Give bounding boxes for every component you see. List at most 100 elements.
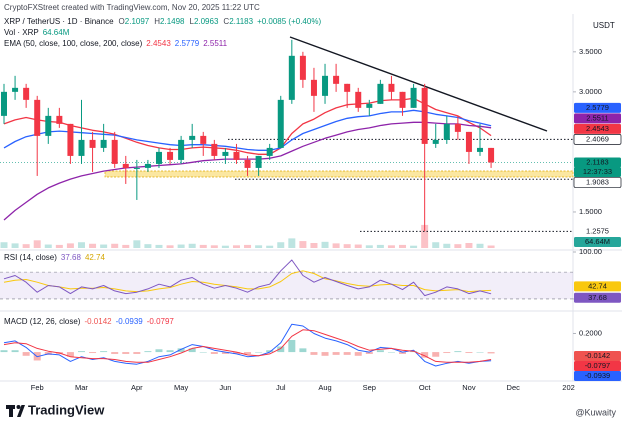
candle-body <box>377 83 384 104</box>
candle-body <box>56 115 63 124</box>
y-tick-label: 3.5000 <box>579 47 602 56</box>
candle-body <box>89 139 96 148</box>
volume-bar <box>210 245 218 248</box>
macd-histogram-bar <box>277 346 285 353</box>
countdown-tag-bg <box>574 166 621 177</box>
candle-body <box>266 147 273 156</box>
volume-bar <box>221 245 229 248</box>
candle-body <box>432 139 439 144</box>
rsi-band <box>0 272 573 299</box>
legend-text: MACD (12, 26, close) <box>4 317 81 326</box>
legend-value: -0.0142 <box>84 317 112 326</box>
legend-text: Vol · XRP <box>4 28 39 37</box>
volume-bar <box>465 243 473 248</box>
volume-bar <box>321 241 329 248</box>
candle-body <box>366 103 373 108</box>
macd-histogram-bar <box>155 349 163 353</box>
price-tag-bg <box>574 102 621 113</box>
x-tick-label: Apr <box>131 383 143 392</box>
candle-body <box>133 167 140 169</box>
y-tick-label: 1.5000 <box>579 207 602 216</box>
macd-histogram-bar <box>255 352 263 353</box>
volume-bar <box>266 245 274 248</box>
macd-histogram-bar <box>399 352 407 354</box>
macd-histogram-bar <box>299 348 307 353</box>
candle-body <box>310 79 317 96</box>
volume-bar <box>421 224 429 248</box>
macd-histogram-bar <box>354 352 362 356</box>
macd-tag-bg <box>574 351 621 361</box>
x-tick-label: Aug <box>318 383 331 392</box>
candle-body <box>122 163 129 168</box>
volume-bar <box>166 245 174 248</box>
macd-histogram-bar <box>66 352 74 357</box>
rsi-line: RSI (14, close) 37.68 42.74 <box>4 253 106 262</box>
price-tag-bg <box>574 123 621 134</box>
x-tick-label: Jul <box>276 383 286 392</box>
volume-bar <box>277 242 285 248</box>
volume-bar <box>22 244 30 248</box>
brand: TradingView <box>28 402 105 417</box>
rsi-tick-label: 100.00 <box>579 247 602 256</box>
macd-histogram-bar <box>89 352 97 354</box>
legend-value: 2.1097 <box>125 17 150 26</box>
x-tick-label: Feb <box>31 383 44 392</box>
x-tick-label: Jun <box>219 383 231 392</box>
macd-histogram-bar <box>166 350 174 353</box>
volume-bar <box>343 244 351 248</box>
legend-value: -0.0939 <box>116 317 144 326</box>
candle-body <box>222 151 229 156</box>
support-zone <box>104 170 574 178</box>
legend-value: 64.64M <box>43 28 70 37</box>
candle-body <box>45 115 52 136</box>
legend-value: -0.0797 <box>147 317 175 326</box>
ema-line <box>3 109 492 151</box>
legend-value: 37.68 <box>61 253 82 262</box>
price-tag: 1.9083 <box>586 177 609 186</box>
countdown-tag: 12:37:33 <box>583 167 612 176</box>
macd-histogram-bar <box>432 352 440 357</box>
candle-body <box>233 151 240 160</box>
x-tick-label: Dec <box>507 383 521 392</box>
x-tick-label: 202 <box>562 383 575 392</box>
volume-bar <box>244 244 252 248</box>
volume-bar <box>376 244 384 248</box>
candle-body <box>322 75 329 96</box>
y-tick-label: 3.0000 <box>579 87 602 96</box>
macd-histogram-bar <box>122 352 130 354</box>
macd-tag: -0.0939 <box>585 371 610 380</box>
volume-bar <box>454 244 462 248</box>
candle-body <box>388 83 395 92</box>
candle-body <box>333 75 340 84</box>
volume-bar <box>387 245 395 248</box>
macd-histogram-bar <box>77 351 85 353</box>
volume-bar <box>255 245 263 248</box>
candle-body <box>1 91 7 116</box>
macd-histogram-bar <box>133 352 141 354</box>
legend-text: EMA (50, close, 100, close, 200, close) <box>4 39 143 48</box>
trendline <box>289 36 548 132</box>
ema-line: EMA (50, close, 100, close, 200, close) 2… <box>4 39 228 48</box>
candle-body <box>465 131 472 152</box>
macd-histogram-bar <box>443 352 451 354</box>
legend-value: 2.5779 <box>175 39 200 48</box>
candle-body <box>488 147 495 163</box>
volume-bar <box>177 244 185 248</box>
price-tag: 1.2575 <box>586 226 609 235</box>
x-tick-label: Mar <box>75 383 88 392</box>
macd-histogram-bar <box>199 352 207 353</box>
candle-body <box>167 151 174 160</box>
candle-body <box>277 99 284 148</box>
x-tick-label: Nov <box>462 383 476 392</box>
macd-histogram-bar <box>365 352 373 354</box>
candle-body <box>211 143 218 156</box>
candle-body <box>12 87 19 92</box>
candle-body <box>344 83 351 92</box>
candle-body <box>477 147 484 152</box>
macd-line: MACD (12, 26, close) -0.0142 -0.0939 -0.079… <box>4 317 174 326</box>
macd-tick-label: 0.2000 <box>579 328 602 337</box>
price-tag: 2.5511 <box>586 113 608 122</box>
candle-body <box>355 91 362 108</box>
legend-text: O <box>119 17 125 26</box>
legend-text: XRP / TetherUS · 1D · Binance <box>4 17 114 26</box>
